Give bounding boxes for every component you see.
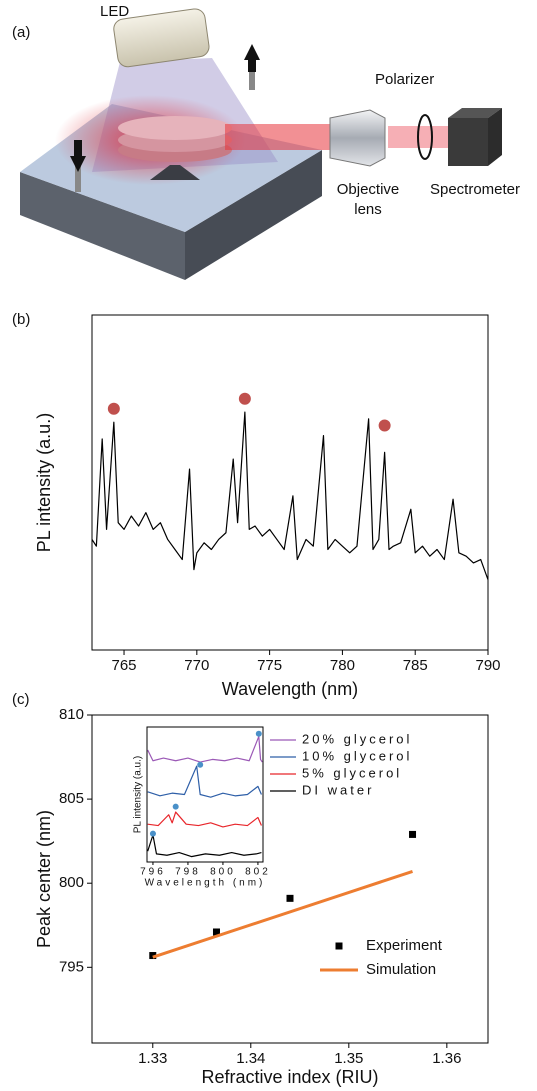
x-tick-label: 1.34 xyxy=(236,1050,265,1067)
y-tick-label: 805 xyxy=(59,790,84,807)
x-tick-label: 790 xyxy=(475,657,500,674)
spectrometer xyxy=(448,118,488,166)
label-polarizer: Polarizer xyxy=(375,71,434,88)
slab-side xyxy=(20,172,185,280)
x-tick-label: 1.35 xyxy=(334,1050,363,1067)
spectrometer xyxy=(448,108,502,118)
label-spectrometer: Spectrometer xyxy=(430,181,520,198)
x-tick-label: 796 xyxy=(140,867,166,878)
slab-side xyxy=(185,150,322,280)
led-source xyxy=(113,8,210,68)
x-axis-title: Wavelength (nm) xyxy=(145,878,266,889)
legend-label: Simulation xyxy=(366,961,436,978)
chart: 1.33 1.34 1.35 1.36 795 800 805 810 Refractive i… xyxy=(34,706,489,1087)
label-objective: lens xyxy=(354,201,382,218)
plot-frame xyxy=(91,714,489,1044)
series-line xyxy=(152,870,413,959)
y-tick-label: 800 xyxy=(59,874,84,891)
arrow-up xyxy=(249,58,255,90)
plot-frame xyxy=(91,314,489,651)
legend-label: Experiment xyxy=(366,937,443,954)
arrow-up xyxy=(248,58,256,72)
arrow-down xyxy=(70,156,86,172)
series-line xyxy=(147,765,262,798)
chart: 765 770 775 780 785 790 Wavelength (nm) PL inte… xyxy=(34,314,501,699)
x-tick-label: 780 xyxy=(330,657,355,674)
peak-marker xyxy=(172,803,179,810)
x-tick-label: 800 xyxy=(210,867,236,878)
x-tick-label: 775 xyxy=(257,657,282,674)
objective-lens xyxy=(329,109,386,167)
legend-label: 5% glycerol xyxy=(302,765,402,780)
legend-symbol xyxy=(335,942,343,950)
panel-label: (a) xyxy=(12,24,30,41)
peak-marker xyxy=(255,730,262,737)
x-tick-label: 1.33 xyxy=(138,1050,167,1067)
x-tick-label: 798 xyxy=(175,867,201,878)
label-objective: Objective xyxy=(337,181,400,198)
peak-marker xyxy=(238,392,251,405)
disc xyxy=(118,116,232,140)
series-line xyxy=(91,411,489,580)
label-led: LED xyxy=(100,3,129,20)
series-line xyxy=(147,811,262,828)
spectrometer xyxy=(488,108,502,166)
x-tick-label: 785 xyxy=(403,657,428,674)
panel-label: (b) xyxy=(12,311,30,328)
stage xyxy=(150,165,200,180)
y-tick-label: 810 xyxy=(59,706,84,723)
legend-label: DI water xyxy=(302,782,374,797)
y-axis-title: PL intensity (a.u.) xyxy=(133,756,144,833)
arrow-down xyxy=(75,160,81,192)
x-axis-title: Refractive index (RIU) xyxy=(201,1067,378,1087)
panel-label: (c) xyxy=(12,691,30,708)
peak-marker xyxy=(107,402,120,415)
legend-label: 20% glycerol xyxy=(302,731,412,746)
setup-diagram: LED Polarizer Objective lens Spectromete… xyxy=(20,3,520,280)
peak-marker xyxy=(149,830,156,837)
peak-marker xyxy=(197,761,204,768)
x-tick-label: 765 xyxy=(112,657,137,674)
beam xyxy=(225,124,335,150)
data-point xyxy=(409,830,417,838)
polarizer xyxy=(417,114,433,160)
series-line xyxy=(147,834,262,858)
x-tick-label: 770 xyxy=(184,657,209,674)
y-axis-title: PL intensity (a.u.) xyxy=(34,413,54,552)
x-axis-title: Wavelength (nm) xyxy=(222,679,358,699)
peak-marker xyxy=(378,419,391,432)
x-tick-label: 1.36 xyxy=(432,1050,461,1067)
arrow-up xyxy=(244,44,260,60)
legend-label: 10% glycerol xyxy=(302,748,412,763)
data-point xyxy=(212,928,220,936)
data-point xyxy=(149,952,157,960)
data-point xyxy=(286,894,294,902)
x-tick-label: 802 xyxy=(245,867,271,878)
arrow-down xyxy=(74,140,82,158)
y-tick-label: 795 xyxy=(59,958,84,975)
y-axis-title: Peak center (nm) xyxy=(34,810,54,948)
